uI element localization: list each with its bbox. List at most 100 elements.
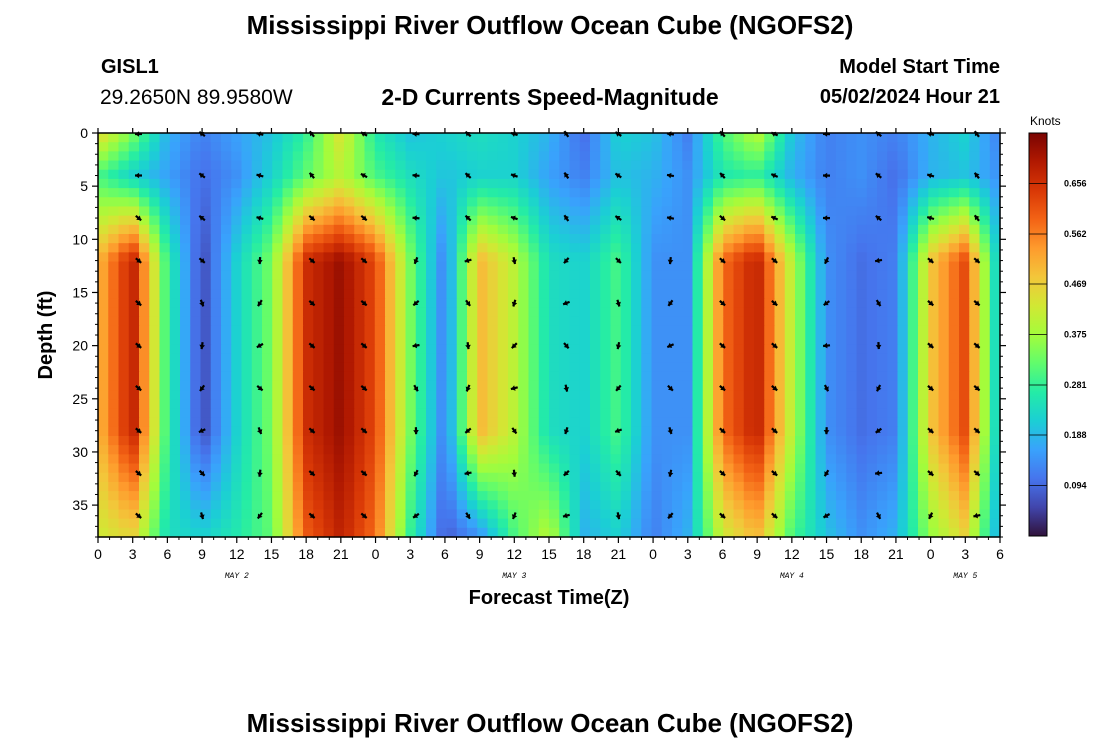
- heatmap-cell: [385, 160, 396, 171]
- heatmap-cell: [948, 454, 960, 465]
- heatmap-cell: [702, 417, 714, 428]
- heatmap-cell: [989, 500, 1001, 511]
- heatmap-cell: [436, 380, 448, 391]
- heatmap-cell: [682, 380, 694, 391]
- heatmap-cell: [415, 518, 427, 529]
- heatmap-cell: [743, 133, 755, 143]
- heatmap-cell: [108, 518, 120, 529]
- heatmap-cell: [846, 169, 858, 180]
- heatmap-cell: [764, 169, 776, 180]
- heatmap-cell: [825, 316, 837, 327]
- heatmap-cell: [928, 197, 940, 208]
- heatmap-cell: [631, 133, 642, 143]
- heatmap-cell: [928, 344, 940, 354]
- heatmap-cell: [169, 436, 181, 446]
- heatmap-cell: [979, 362, 991, 373]
- heatmap-cell: [979, 491, 991, 501]
- heatmap-cell: [815, 307, 827, 318]
- heatmap-cell: [282, 142, 294, 152]
- heatmap-cell: [139, 160, 150, 171]
- heatmap-cell: [907, 491, 919, 501]
- heatmap-cell: [651, 500, 663, 511]
- heatmap-cell: [723, 133, 735, 143]
- heatmap-cell: [354, 252, 366, 263]
- heatmap-cell: [661, 206, 673, 217]
- vector-arrow: [135, 342, 142, 349]
- heatmap-cell: [436, 289, 448, 299]
- heatmap-cell: [774, 353, 786, 364]
- heatmap-cell: [805, 325, 817, 336]
- heatmap-cell: [969, 454, 981, 465]
- heatmap-cell: [959, 463, 970, 474]
- heatmap-cell: [508, 188, 519, 198]
- heatmap-cell: [538, 472, 550, 483]
- vector-arrow: [973, 342, 981, 349]
- heatmap-cell: [190, 169, 202, 180]
- heatmap-cell: [508, 417, 519, 428]
- heatmap-cell: [815, 390, 827, 400]
- heatmap-cell: [467, 335, 478, 345]
- heatmap-cell: [846, 362, 858, 373]
- heatmap-cell: [723, 160, 735, 171]
- heatmap-cell: [784, 261, 796, 272]
- vector-arrow: [973, 300, 981, 307]
- heatmap-cell: [938, 362, 950, 373]
- heatmap-cell: [518, 380, 530, 391]
- heatmap-cell: [282, 390, 294, 400]
- heatmap-cell: [354, 436, 366, 446]
- heatmap-cell: [641, 509, 653, 520]
- heatmap-cell: [795, 188, 806, 198]
- heatmap-cell: [723, 518, 735, 529]
- heatmap-cell: [128, 307, 140, 318]
- heatmap-cell: [303, 243, 314, 253]
- heatmap-cell: [364, 454, 376, 465]
- heatmap-cell: [549, 215, 560, 226]
- heatmap-cell: [641, 178, 653, 189]
- heatmap-cell: [733, 390, 745, 400]
- heatmap-cell: [774, 197, 786, 208]
- heatmap-cell: [395, 335, 407, 345]
- heatmap-cell: [180, 197, 191, 208]
- heatmap-cell: [446, 399, 458, 410]
- heatmap-cell: [159, 527, 171, 538]
- heatmap-cell: [477, 399, 489, 410]
- heatmap-cell: [866, 463, 878, 474]
- heatmap-cell: [672, 353, 683, 364]
- heatmap-cell: [262, 426, 273, 437]
- heatmap-cell: [795, 380, 806, 391]
- heatmap-cell: [190, 298, 202, 309]
- heatmap-cell: [487, 362, 499, 373]
- heatmap-cell: [754, 160, 765, 171]
- heatmap-cell: [825, 298, 837, 309]
- heatmap-cell: [795, 491, 806, 501]
- heatmap-cell: [518, 426, 530, 437]
- heatmap-cell: [733, 472, 745, 483]
- heatmap-cell: [251, 463, 263, 474]
- heatmap-cell: [651, 491, 663, 501]
- heatmap-cell: [702, 234, 714, 244]
- heatmap-cell: [897, 206, 909, 217]
- heatmap-cell: [497, 178, 509, 189]
- heatmap-cell: [508, 399, 519, 410]
- heatmap-cell: [784, 234, 796, 244]
- heatmap-cell: [477, 417, 489, 428]
- heatmap-cell: [836, 325, 847, 336]
- heatmap-cell: [508, 371, 519, 382]
- heatmap-cell: [251, 178, 263, 189]
- heatmap-cell: [159, 279, 171, 290]
- heatmap-cell: [620, 500, 632, 511]
- vector-arrow: [973, 172, 980, 179]
- heatmap-cell: [672, 178, 683, 189]
- heatmap-cell: [180, 390, 191, 400]
- heatmap-cell: [210, 298, 222, 309]
- heatmap-cell: [272, 261, 284, 272]
- heatmap-cell: [692, 289, 704, 299]
- heatmap-cell: [764, 426, 776, 437]
- heatmap-cell: [784, 518, 796, 529]
- heatmap-cell: [292, 390, 304, 400]
- heatmap-cell: [579, 445, 591, 455]
- heatmap-cell: [292, 436, 304, 446]
- y-tick-label: 20: [72, 338, 88, 354]
- heatmap-cell: [180, 417, 191, 428]
- heatmap-cell: [825, 408, 837, 419]
